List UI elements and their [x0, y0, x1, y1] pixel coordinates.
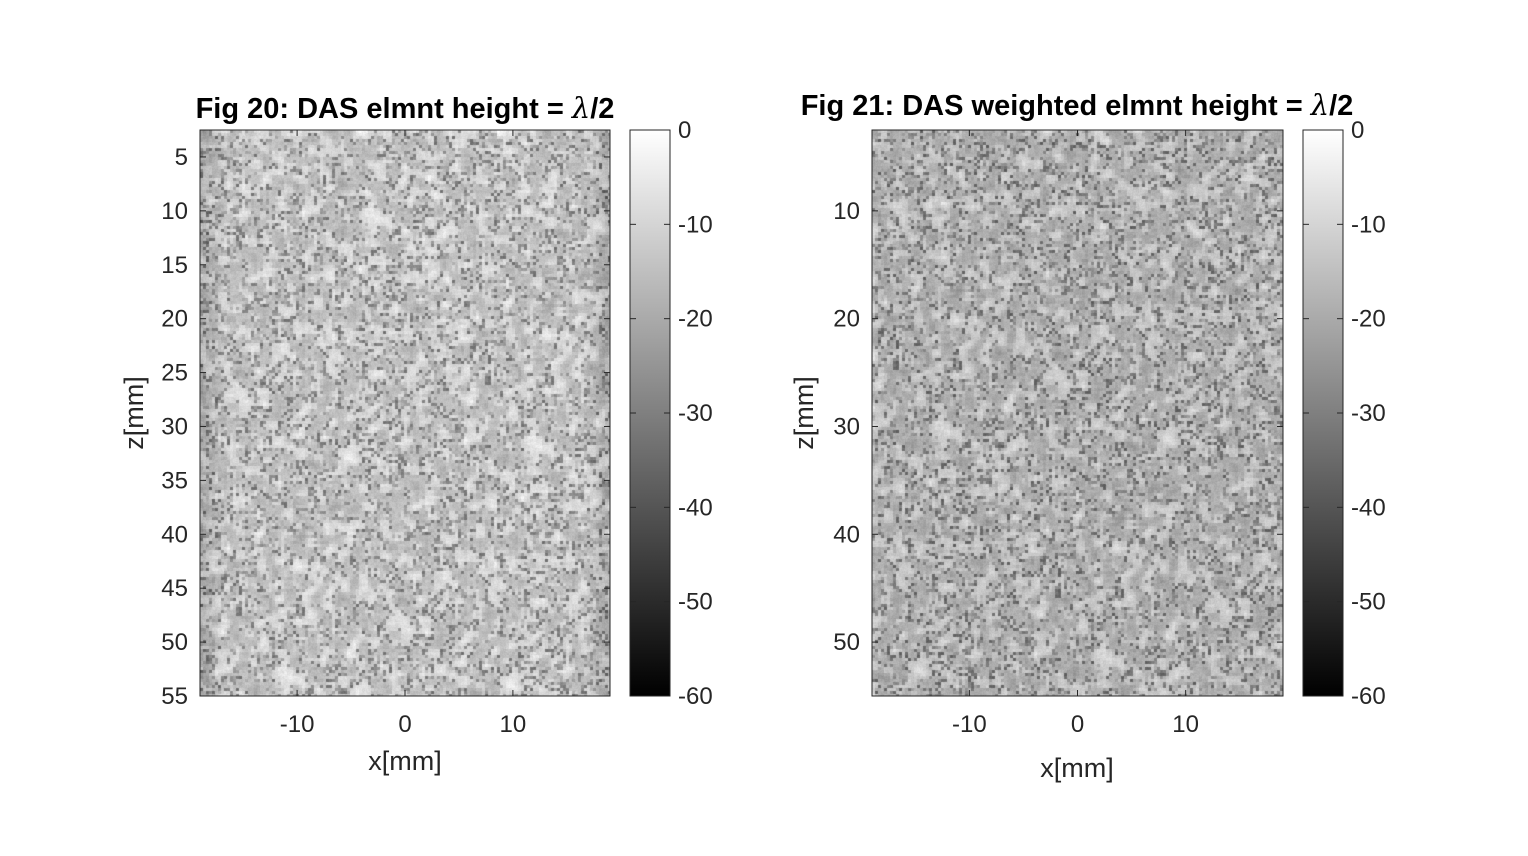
colorbar-ticks: 0 -10 -20 -30 -40 -50 -60 [1303, 117, 1386, 710]
colorbar-tick-label: -30 [678, 400, 713, 427]
colorbar-tick-label: 0 [678, 117, 691, 144]
y-tick-label: 10 [833, 198, 860, 225]
y-tick-label: 15 [161, 252, 188, 279]
x-tick-label: 0 [1071, 711, 1084, 738]
x-tick-label: 10 [500, 711, 527, 738]
colorbar [1302, 129, 1344, 697]
y-ticks: 10 20 30 40 50 [833, 198, 1283, 656]
colorbar-tick-label: -10 [1351, 211, 1386, 238]
colorbar-tick-label: -50 [678, 589, 713, 616]
y-tick-label: 20 [833, 306, 860, 333]
speckle-image-container [872, 130, 1283, 696]
x-axis-label: x[mm] [1040, 753, 1114, 783]
y-tick-label: 5 [175, 144, 188, 171]
colorbar-tick-label: -40 [678, 494, 713, 521]
y-tick-label: 40 [833, 521, 860, 548]
chart-title: Fig 20: DAS elmnt height = λ/2 [196, 91, 615, 125]
x-tick-label: 0 [398, 711, 411, 738]
colorbar-tick-label: 0 [1351, 117, 1364, 144]
y-tick-label: 25 [161, 360, 188, 387]
colorbar-tick-label: -60 [1351, 683, 1386, 710]
colorbar-tick-label: -30 [1351, 400, 1386, 427]
y-axis-label: z[mm] [789, 376, 819, 450]
y-tick-label: 35 [161, 467, 188, 494]
y-tick-label: 20 [161, 306, 188, 333]
y-tick-label: 50 [833, 629, 860, 656]
y-axis-label: z[mm] [119, 376, 149, 450]
colorbar-ticks: 0 -10 -20 -30 -40 -50 -60 [630, 117, 713, 710]
x-ticks: -10 0 10 [280, 130, 526, 738]
x-ticks: -10 0 10 [952, 130, 1199, 738]
colorbar-tick-label: -20 [678, 306, 713, 333]
speckle-image [872, 130, 1283, 696]
colorbar-tick-label: -40 [1351, 494, 1386, 521]
subplot-fig-20: Fig 20: DAS elmnt height = λ/2 5 10 15 20 25… [119, 91, 713, 776]
x-tick-label: -10 [280, 711, 315, 738]
y-tick-label: 30 [833, 413, 860, 440]
y-tick-label: 30 [161, 413, 188, 440]
y-tick-label: 50 [161, 629, 188, 656]
y-ticks: 5 10 15 20 25 30 35 40 45 50 55 [161, 144, 610, 710]
x-tick-label: 10 [1172, 711, 1199, 738]
y-tick-label: 10 [161, 198, 188, 225]
y-tick-label: 40 [161, 521, 188, 548]
colorbar [629, 129, 671, 697]
colorbar-tick-label: -10 [678, 211, 713, 238]
y-tick-label: 45 [161, 575, 188, 602]
x-axis-label: x[mm] [368, 746, 442, 776]
speckle-image-container [200, 130, 610, 696]
chart-title: Fig 21: DAS weighted elmnt height = λ/2 [801, 88, 1354, 122]
subplot-fig-21: Fig 21: DAS weighted elmnt height = λ/2 … [789, 88, 1386, 783]
colorbar-tick-label: -20 [1351, 306, 1386, 333]
y-tick-label: 55 [161, 683, 188, 710]
speckle-image [200, 130, 610, 696]
x-tick-label: -10 [952, 711, 987, 738]
colorbar-tick-label: -50 [1351, 589, 1386, 616]
colorbar-tick-label: -60 [678, 683, 713, 710]
